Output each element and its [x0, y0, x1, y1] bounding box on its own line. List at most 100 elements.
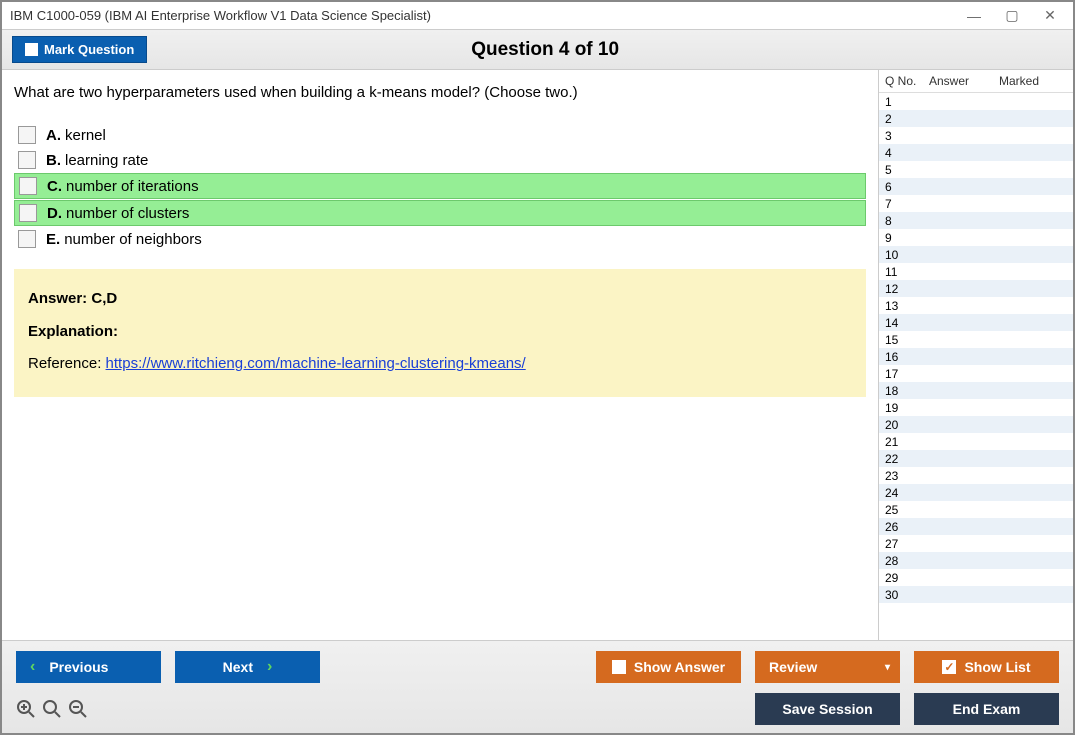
sidebar-qno: 29	[885, 571, 929, 585]
zoom-out-icon[interactable]	[68, 699, 88, 719]
show-list-label: Show List	[964, 659, 1030, 675]
sidebar-row[interactable]: 10	[879, 246, 1073, 263]
footer-row-2: Save Session End Exam	[16, 693, 1059, 725]
sidebar-qno: 2	[885, 112, 929, 126]
sidebar-row[interactable]: 5	[879, 161, 1073, 178]
sidebar-row[interactable]: 16	[879, 348, 1073, 365]
col-answer: Answer	[929, 74, 999, 88]
option-checkbox[interactable]	[18, 126, 36, 144]
next-label: Next	[223, 659, 253, 675]
sidebar-row[interactable]: 21	[879, 433, 1073, 450]
sidebar-row[interactable]: 3	[879, 127, 1073, 144]
sidebar-qno: 21	[885, 435, 929, 449]
save-session-button[interactable]: Save Session	[755, 693, 900, 725]
sidebar-qno: 13	[885, 299, 929, 313]
maximize-icon[interactable]: ▢	[997, 6, 1027, 26]
close-icon[interactable]: ✕	[1035, 6, 1065, 26]
sidebar-qno: 14	[885, 316, 929, 330]
sidebar-qno: 8	[885, 214, 929, 228]
sidebar-row[interactable]: 30	[879, 586, 1073, 603]
sidebar-qno: 12	[885, 282, 929, 296]
sidebar-row[interactable]: 22	[879, 450, 1073, 467]
reference-link[interactable]: https://www.ritchieng.com/machine-learni…	[106, 355, 526, 372]
sidebar-qno: 24	[885, 486, 929, 500]
sidebar-row[interactable]: 7	[879, 195, 1073, 212]
sidebar-row[interactable]: 15	[879, 331, 1073, 348]
sidebar-qno: 3	[885, 129, 929, 143]
show-list-button[interactable]: ✓ Show List	[914, 651, 1059, 683]
option-row[interactable]: C. number of iterations	[14, 173, 866, 199]
option-letter: D.	[47, 205, 62, 222]
next-button[interactable]: Next ›	[175, 651, 320, 683]
sidebar-row[interactable]: 11	[879, 263, 1073, 280]
sidebar-qno: 25	[885, 503, 929, 517]
sidebar-qno: 30	[885, 588, 929, 602]
option-text: number of iterations	[66, 178, 199, 195]
sidebar-row[interactable]: 19	[879, 399, 1073, 416]
sidebar-row[interactable]: 4	[879, 144, 1073, 161]
sidebar-qno: 20	[885, 418, 929, 432]
sidebar-row[interactable]: 25	[879, 501, 1073, 518]
sidebar-qno: 16	[885, 350, 929, 364]
zoom-in-icon[interactable]	[16, 699, 36, 719]
question-counter: Question 4 of 10	[27, 39, 1063, 61]
option-checkbox[interactable]	[18, 151, 36, 169]
show-answer-label: Show Answer	[634, 659, 725, 675]
option-text: number of clusters	[66, 205, 189, 222]
sidebar-qno: 28	[885, 554, 929, 568]
save-session-label: Save Session	[782, 701, 872, 717]
sidebar-row[interactable]: 2	[879, 110, 1073, 127]
sidebar-qno: 19	[885, 401, 929, 415]
sidebar-row[interactable]: 18	[879, 382, 1073, 399]
option-letter: C.	[47, 178, 62, 195]
sidebar-qno: 22	[885, 452, 929, 466]
sidebar-header: Q No. Answer Marked	[879, 70, 1073, 93]
sidebar-row[interactable]: 26	[879, 518, 1073, 535]
footer-bar: ‹ Previous Next › Show Answer Review ▾ ✓…	[2, 640, 1073, 733]
sidebar-qno: 1	[885, 95, 929, 109]
window-controls: — ▢ ✕	[959, 6, 1065, 26]
sidebar-row[interactable]: 20	[879, 416, 1073, 433]
sidebar-row[interactable]: 6	[879, 178, 1073, 195]
sidebar-qno: 11	[885, 265, 929, 279]
option-text: learning rate	[65, 152, 148, 169]
sidebar-row[interactable]: 8	[879, 212, 1073, 229]
minimize-icon[interactable]: —	[959, 6, 989, 26]
explanation-label: Explanation:	[28, 318, 852, 347]
option-checkbox[interactable]	[19, 177, 37, 195]
option-checkbox[interactable]	[18, 230, 36, 248]
header-bar: Mark Question Question 4 of 10	[2, 30, 1073, 70]
option-row[interactable]: E. number of neighbors	[14, 227, 866, 251]
option-row[interactable]: B. learning rate	[14, 148, 866, 172]
reference-line: Reference: https://www.ritchieng.com/mac…	[28, 350, 852, 379]
sidebar-row[interactable]: 1	[879, 93, 1073, 110]
end-exam-button[interactable]: End Exam	[914, 693, 1059, 725]
sidebar-row[interactable]: 27	[879, 535, 1073, 552]
option-text: number of neighbors	[64, 231, 202, 248]
sidebar-row[interactable]: 17	[879, 365, 1073, 382]
option-row[interactable]: D. number of clusters	[14, 200, 866, 226]
option-row[interactable]: A. kernel	[14, 123, 866, 147]
question-list-sidebar: Q No. Answer Marked 12345678910111213141…	[878, 70, 1073, 640]
sidebar-row[interactable]: 28	[879, 552, 1073, 569]
option-letter: E.	[46, 231, 60, 248]
show-answer-button[interactable]: Show Answer	[596, 651, 741, 683]
sidebar-row[interactable]: 12	[879, 280, 1073, 297]
sidebar-row[interactable]: 9	[879, 229, 1073, 246]
review-button[interactable]: Review ▾	[755, 651, 900, 683]
sidebar-row[interactable]: 23	[879, 467, 1073, 484]
options-list: A. kernelB. learning rateC. number of it…	[14, 123, 866, 251]
sidebar-row[interactable]: 13	[879, 297, 1073, 314]
sidebar-row[interactable]: 14	[879, 314, 1073, 331]
sidebar-row[interactable]: 29	[879, 569, 1073, 586]
option-letter: B.	[46, 152, 61, 169]
sidebar-qno: 5	[885, 163, 929, 177]
sidebar-scroll[interactable]: 1234567891011121314151617181920212223242…	[879, 93, 1073, 640]
previous-button[interactable]: ‹ Previous	[16, 651, 161, 683]
option-checkbox[interactable]	[19, 204, 37, 222]
sidebar-qno: 17	[885, 367, 929, 381]
sidebar-row[interactable]: 24	[879, 484, 1073, 501]
titlebar: IBM C1000-059 (IBM AI Enterprise Workflo…	[2, 2, 1073, 30]
sidebar-qno: 4	[885, 146, 929, 160]
zoom-reset-icon[interactable]	[42, 699, 62, 719]
